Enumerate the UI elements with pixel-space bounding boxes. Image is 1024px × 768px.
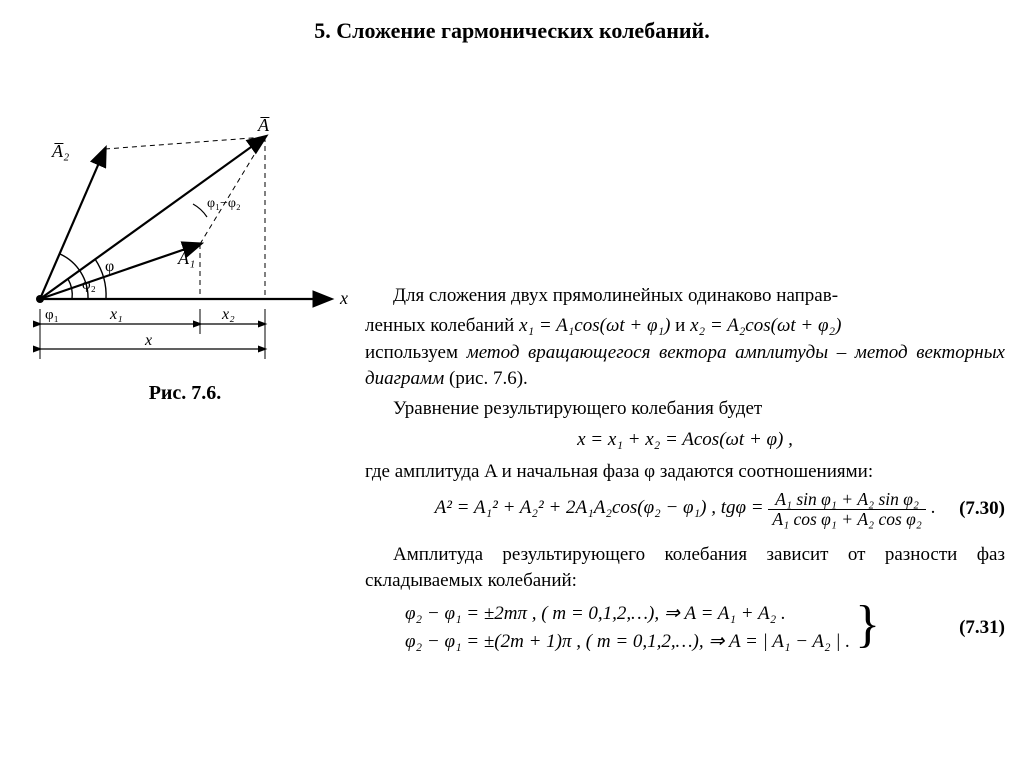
fraction-tgphi: A₁ sin φ₁ + A₂ sin φ₂ A₁ cos φ₁ + A₂ cos… — [768, 490, 926, 528]
eqnum-730: (7.30) — [959, 497, 1005, 523]
eq-x2: x₂ = A₂cos(ωt + φ₂) — [690, 315, 841, 336]
eqnum-731: (7.31) — [959, 615, 1005, 641]
label-A: A̅ — [257, 115, 270, 135]
case-2: φ₂ − φ₁ = ±(2m + 1)π , ( m = 0,1,2,…), ⇒… — [405, 629, 850, 655]
label-A2: A̅₂ — [51, 141, 69, 161]
eq-dot: . — [931, 498, 936, 519]
frac-den: A₁ cos φ₁ + A₂ cos φ₂ — [768, 510, 926, 528]
label-x2: x₂ — [221, 306, 235, 323]
eq-res-text: x = x₁ + x₂ = Acos(ωt + φ) , — [577, 429, 793, 450]
figure-7-6: x A̅ A̅₁ A̅₂ φ φ₂ φ₁ — [10, 109, 360, 405]
page-title: 5. Сложение гармонических колебаний. — [0, 0, 1024, 54]
equation-7-31: φ₂ − φ₁ = ±2mπ , ( m = 0,1,2,…), ⇒ A = A… — [365, 599, 1005, 656]
closing-brace-icon: } — [855, 599, 880, 656]
eq-A2-text: A² = A₁² + A₂² + 2A₁A₂cos(φ₂ − φ₁) , tgφ… — [435, 498, 769, 519]
label-A1: A̅₁ — [177, 248, 195, 268]
label-x-axis: x — [339, 288, 348, 308]
equation-7-30: A² = A₁² + A₂² + 2A₁A₂cos(φ₂ − φ₁) , tgφ… — [365, 490, 1005, 528]
p1-fig: (рис. 7.6). — [449, 368, 528, 389]
vector-diagram-svg: x A̅ A̅₁ A̅₂ φ φ₂ φ₁ — [10, 109, 360, 369]
label-phi12: φ₁−φ₂ — [207, 196, 241, 211]
p1-start: ленных колебаний — [365, 315, 519, 336]
frac-num: A₁ sin φ₁ + A₂ sin φ₂ — [768, 490, 926, 509]
label-phi: φ — [105, 258, 114, 275]
para-3: где амплитуда A и начальная фаза φ задаю… — [365, 459, 1005, 485]
label-x: x — [144, 332, 152, 349]
label-phi1: φ₁ — [45, 307, 59, 323]
para-2: Уравнение результирующего колебания буде… — [365, 396, 1005, 422]
para-1-line2: ленных колебаний x₁ = A₁cos(ωt + φ₁) и x… — [365, 313, 1005, 339]
para-4: Амплитуда результирующего колебания зави… — [365, 542, 1005, 593]
figure-caption: Рис. 7.6. — [10, 382, 360, 405]
p1-end: используем — [365, 342, 467, 363]
case-1: φ₂ − φ₁ = ±2mπ , ( m = 0,1,2,…), ⇒ A = A… — [405, 601, 850, 627]
p1-mid: и — [675, 315, 690, 336]
label-x1: x₁ — [109, 306, 123, 323]
eq-x1: x₁ = A₁cos(ωt + φ₁) — [519, 315, 670, 336]
equation-result: x = x₁ + x₂ = Acos(ωt + φ) , — [365, 427, 1005, 453]
para-1-line1: Для сложения двух прямолинейных одинаков… — [365, 283, 1005, 309]
label-phi2: φ₂ — [82, 277, 96, 293]
text-column: Для сложения двух прямолинейных одинаков… — [365, 279, 1005, 663]
para-1-line3: используем метод вращающегося вектора ам… — [365, 340, 1005, 391]
